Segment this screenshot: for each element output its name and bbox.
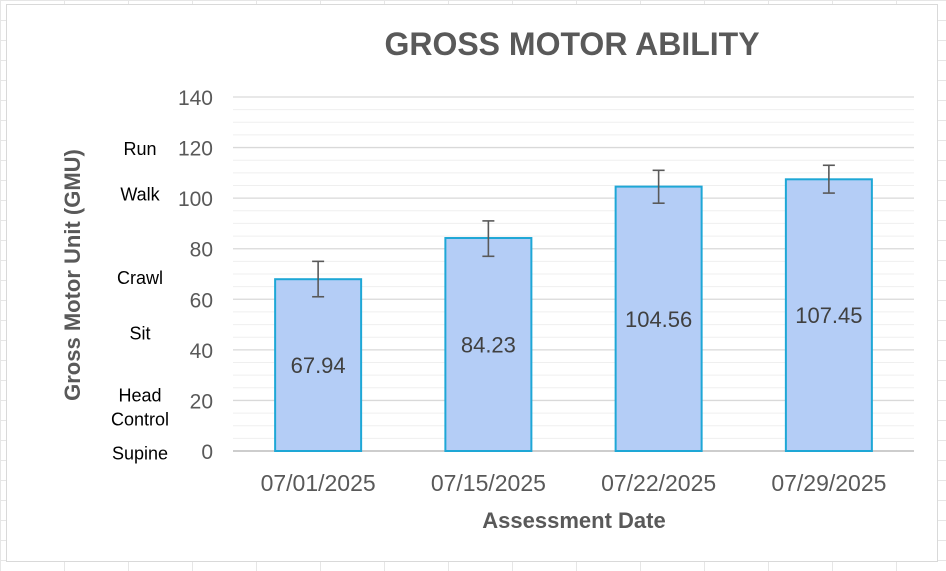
motor-level-label: Crawl — [117, 268, 163, 288]
error-bars — [312, 164, 835, 298]
bar — [444, 237, 533, 452]
y-tick-label: 40 — [190, 340, 213, 363]
x-tick-label: 07/15/2025 — [431, 470, 546, 496]
y-tick-label: 0 — [201, 441, 213, 464]
y-tick-label: 20 — [190, 390, 213, 413]
data-label: 104.56 — [625, 307, 692, 332]
y-axis-title: Gross Motor Unit (GMU) — [60, 149, 85, 401]
y-tick-label: 140 — [178, 87, 213, 110]
y-tick-label: 120 — [178, 138, 213, 161]
y-tick-label: 80 — [190, 239, 213, 262]
x-tick-label: 07/22/2025 — [601, 470, 716, 496]
bar — [274, 278, 363, 452]
motor-level-label: Supine — [112, 444, 168, 464]
x-axis-title: Assessment Date — [482, 508, 665, 533]
data-label: 84.23 — [461, 333, 516, 358]
bar — [614, 185, 703, 452]
motor-level-label: Walk — [120, 184, 160, 204]
motor-level-label: Sit — [129, 323, 150, 343]
data-label: 67.94 — [291, 353, 346, 378]
motor-level-labels: Supine Head Control Sit Crawl Walk Run — [111, 139, 169, 464]
x-tick-label: 07/29/2025 — [771, 470, 886, 496]
bars — [274, 178, 873, 452]
data-label: 107.45 — [795, 303, 862, 328]
motor-level-label: Head — [118, 385, 161, 405]
x-tick-label: 07/01/2025 — [261, 470, 376, 496]
motor-level-label: Run — [123, 139, 156, 159]
y-tick-label: 100 — [178, 188, 213, 211]
y-tick-label: 60 — [190, 289, 213, 312]
x-tick-labels: 07/01/2025 07/15/2025 07/22/2025 07/29/2025 — [261, 470, 887, 496]
motor-level-label: Control — [111, 409, 169, 429]
chart-title: GROSS MOTOR ABILITY — [384, 26, 759, 62]
y-tick-labels: 0 20 40 60 80 100 120 140 — [178, 87, 213, 464]
bar — [784, 178, 873, 452]
data-labels: 67.94 84.23 104.56 107.45 — [291, 303, 863, 378]
